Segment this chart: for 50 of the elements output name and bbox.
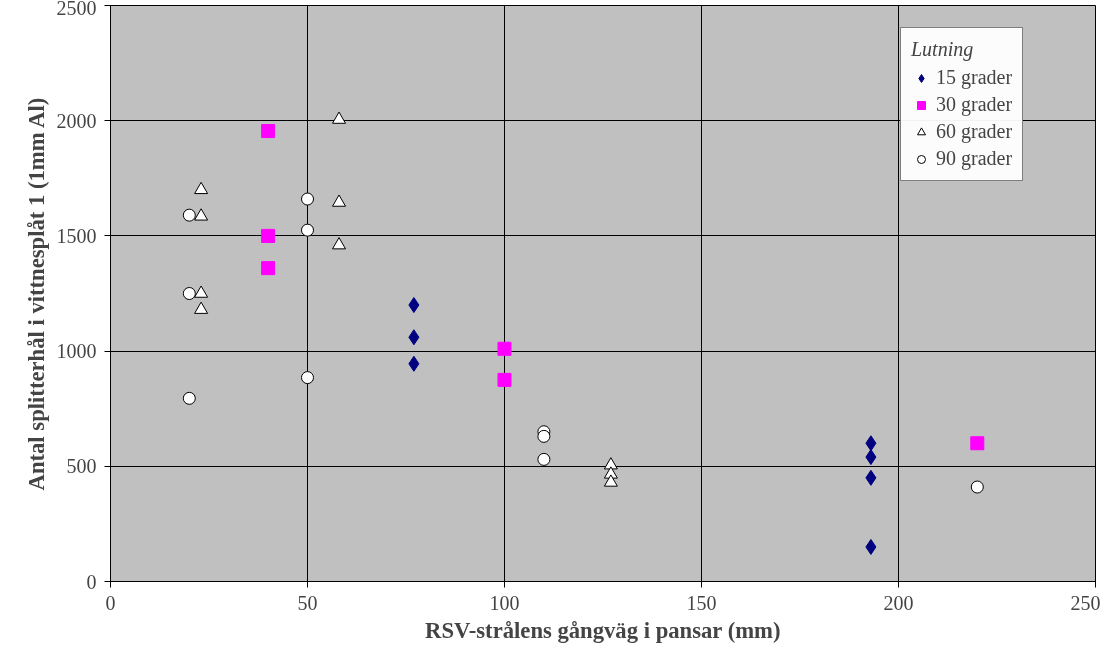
point — [261, 228, 276, 243]
point — [301, 192, 314, 206]
legend-label: 15 grader — [936, 66, 1013, 89]
legend-title: Lutning — [911, 38, 975, 61]
x-tick-label: 150 — [686, 591, 717, 614]
y-tick-label: 0 — [86, 570, 97, 593]
point — [194, 181, 209, 195]
point — [182, 391, 196, 405]
point — [603, 474, 618, 487]
point — [261, 261, 276, 276]
point — [408, 297, 420, 314]
point — [497, 372, 512, 387]
point — [182, 287, 196, 300]
x-tick-label: 250 — [1070, 591, 1101, 614]
point — [332, 111, 347, 124]
point — [261, 124, 276, 139]
point — [194, 208, 209, 221]
legend-label: 30 grader — [936, 93, 1013, 116]
point — [301, 223, 314, 237]
legend-label: 90 grader — [936, 147, 1013, 170]
point — [865, 435, 877, 452]
point — [332, 237, 347, 250]
point — [970, 436, 985, 451]
x-axis-title: RSV-strålens gångväg i pansar (mm) — [425, 617, 781, 643]
y-tick-label: 1000 — [56, 340, 97, 363]
y-axis-title: Antal splitterhål i vittnesplåt 1 (1mm Al) — [23, 97, 49, 491]
x-tick-label: 0 — [105, 591, 116, 614]
point — [970, 480, 984, 494]
point — [865, 469, 877, 486]
point — [537, 452, 551, 466]
point — [408, 329, 420, 346]
point — [865, 538, 877, 555]
y-tick-label: 500 — [66, 455, 97, 478]
y-tick-label: 1500 — [56, 224, 97, 247]
point — [408, 355, 420, 372]
point — [301, 371, 314, 385]
point — [194, 301, 209, 314]
point — [194, 285, 209, 298]
point — [603, 457, 618, 470]
point — [497, 341, 512, 356]
x-tick-label: 200 — [883, 591, 914, 614]
legend-label: 60 grader — [936, 120, 1013, 143]
x-tick-label: 50 — [297, 591, 318, 614]
point — [537, 429, 551, 443]
x-tick-label: 100 — [489, 591, 520, 614]
point — [332, 194, 347, 207]
point — [865, 449, 877, 466]
point — [182, 208, 196, 222]
y-tick-label: 2500 — [56, 0, 97, 19]
y-tick-label: 2000 — [56, 109, 97, 132]
